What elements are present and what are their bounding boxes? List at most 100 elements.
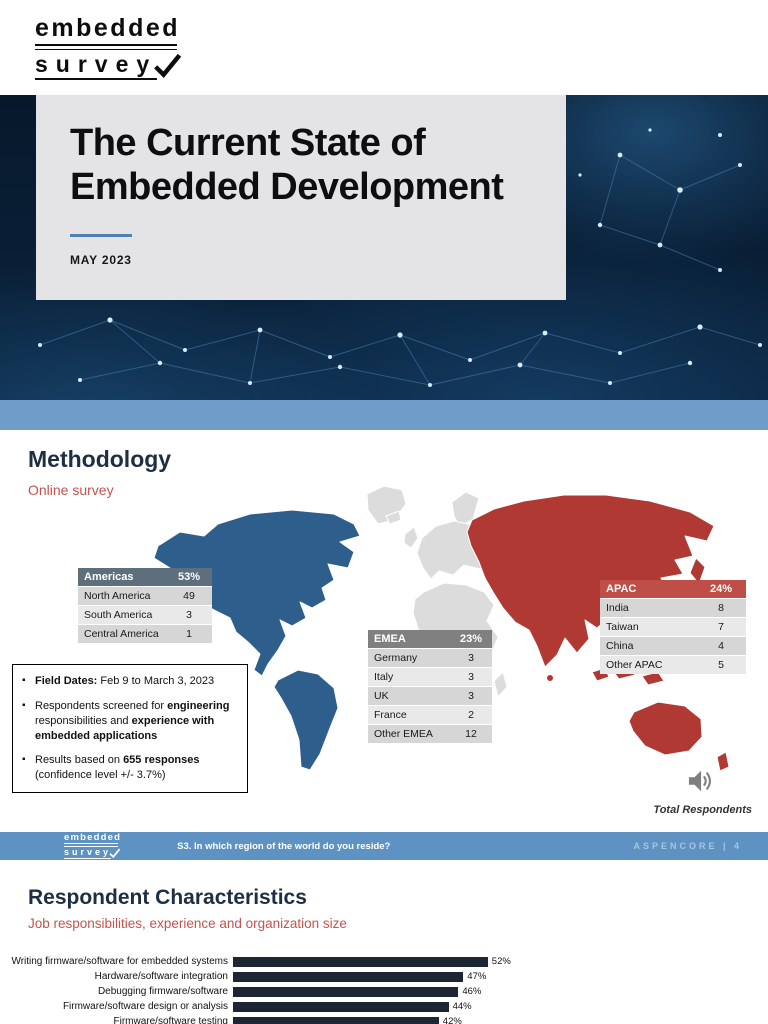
region-new-zealand	[716, 751, 730, 772]
region-name: APAC	[606, 583, 637, 595]
row-label: Taiwan	[606, 621, 639, 633]
bar	[233, 1016, 439, 1024]
section-heading: Methodology	[28, 446, 172, 472]
bar	[233, 986, 459, 997]
logo-underline	[35, 44, 177, 50]
table-row: UK 3	[368, 686, 492, 705]
chart-row: Writing firmware/software for embedded s…	[0, 954, 768, 969]
region-iceland	[385, 510, 402, 525]
row-value: 3	[468, 690, 474, 702]
row-label: Central America	[84, 628, 159, 640]
network-decoration	[38, 128, 762, 387]
table-header: EMEA 23%	[368, 630, 492, 648]
logo-text-survey: survey	[35, 53, 158, 80]
table-row: Other EMEA 12	[368, 724, 492, 743]
check-icon	[109, 848, 121, 859]
emea-table: EMEA 23% Germany 3 Italy 3 UK 3 France 2 Other E…	[368, 630, 492, 743]
respondent-characteristics-slide: Respondent Characteristics Job responsib…	[0, 860, 768, 1024]
row-value: 3	[186, 609, 192, 621]
row-label: South America	[84, 609, 153, 621]
section-heading: Respondent Characteristics	[28, 886, 307, 909]
logo-underline	[64, 843, 118, 848]
table-row: China 4	[600, 636, 746, 655]
logo-text-embedded: embedded	[64, 831, 122, 843]
bullet-item: Respondents screened for engineering res…	[22, 699, 237, 744]
row-value: 3	[468, 671, 474, 683]
chart-category-label: Writing firmware/software for embedded s…	[11, 956, 228, 967]
region-sri-lanka	[546, 674, 554, 682]
field-notes-list: Field Dates: Feb 9 to March 3, 2023 Respo…	[22, 674, 237, 783]
row-value: 1	[186, 628, 192, 640]
total-respondents-label: Total Respondents	[653, 804, 752, 816]
table-header: APAC 24%	[600, 580, 746, 598]
chart-row: Firmware/software design or analysis 44%	[0, 999, 768, 1014]
region-percent: 53%	[177, 571, 201, 583]
check-icon	[154, 53, 182, 78]
logo-text-survey: survey	[64, 847, 112, 860]
chart-value-label: 44%	[452, 1001, 472, 1012]
table-row: India 8	[600, 598, 746, 617]
bar	[233, 971, 464, 982]
title-card: The Current State of Embedded Development…	[36, 95, 566, 300]
cover-hero: The Current State of Embedded Development…	[0, 95, 768, 400]
americas-table: Americas 53% North America 49 South Americ…	[78, 568, 212, 643]
report-date: MAY 2023	[70, 252, 132, 267]
table-row: Other APAC 5	[600, 655, 746, 674]
accent-line	[70, 233, 132, 237]
logo-text-embedded: embedded	[35, 14, 181, 42]
region-uk	[403, 526, 419, 549]
table-row: France 2	[368, 705, 492, 724]
region-name: EMEA	[374, 633, 406, 645]
row-label: India	[606, 602, 629, 614]
header: embedded survey	[0, 0, 768, 95]
table-row: Taiwan 7	[600, 617, 746, 636]
row-value: 7	[718, 621, 724, 633]
chart-category-label: Firmware/software design or analysis	[62, 1001, 228, 1012]
row-label: Italy	[374, 671, 394, 683]
field-notes-box: Field Dates: Feb 9 to March 3, 2023 Respo…	[12, 664, 248, 794]
row-value: 8	[718, 602, 724, 614]
job-responsibilities-chart: Writing firmware/software for embedded s…	[0, 954, 768, 1024]
chart-row: Firmware/software testing 42%	[0, 1014, 768, 1024]
region-south-america	[273, 669, 339, 771]
row-value: 2	[468, 709, 474, 721]
region-north-america	[153, 509, 361, 677]
chart-category-label: Firmware/software testing	[113, 1016, 228, 1024]
methodology-slide: Methodology Online survey Ameri	[0, 430, 768, 832]
region-name: Americas	[84, 571, 134, 583]
region-australia	[628, 701, 703, 756]
region-madagascar	[493, 671, 508, 698]
row-label: North America	[84, 590, 151, 602]
table-row: North America 49	[78, 586, 212, 605]
embedded-survey-logo: embedded survey	[35, 16, 183, 80]
region-percent: 23%	[459, 633, 483, 645]
apac-table: APAC 24% India 8 Taiwan 7 China 4 Other APAC 5	[600, 580, 746, 674]
bullet-item: Results based on 655 responses (confiden…	[22, 753, 237, 783]
chart-row: Hardware/software integration 47%	[0, 969, 768, 984]
divider-band	[0, 400, 768, 430]
chart-value-label: 46%	[462, 986, 482, 997]
chart-category-label: Hardware/software integration	[94, 971, 228, 982]
row-value: 49	[183, 590, 195, 602]
section-subheading: Online survey	[28, 482, 114, 498]
page-marker: ASPENCORE | 4	[633, 841, 742, 851]
row-label: Other EMEA	[374, 728, 433, 740]
bullet-item: Field Dates: Feb 9 to March 3, 2023	[22, 674, 237, 689]
section-subheading: Job responsibilities, experience and org…	[28, 916, 347, 931]
chart-row: Debugging firmware/software 46%	[0, 984, 768, 999]
row-label: China	[606, 640, 634, 652]
chart-value-label: 42%	[442, 1016, 462, 1024]
footer-logo: embedded survey	[64, 833, 121, 860]
table-header: Americas 53%	[78, 568, 212, 586]
row-label: Other APAC	[606, 659, 663, 671]
row-value: 4	[718, 640, 724, 652]
row-label: Germany	[374, 652, 418, 664]
chart-value-label: 52%	[491, 956, 511, 967]
table-row: Italy 3	[368, 667, 492, 686]
row-label: France	[374, 709, 407, 721]
region-percent: 24%	[709, 583, 733, 595]
table-row: South America 3	[78, 605, 212, 624]
survey-question: S3. In which region of the world do you …	[177, 840, 391, 852]
